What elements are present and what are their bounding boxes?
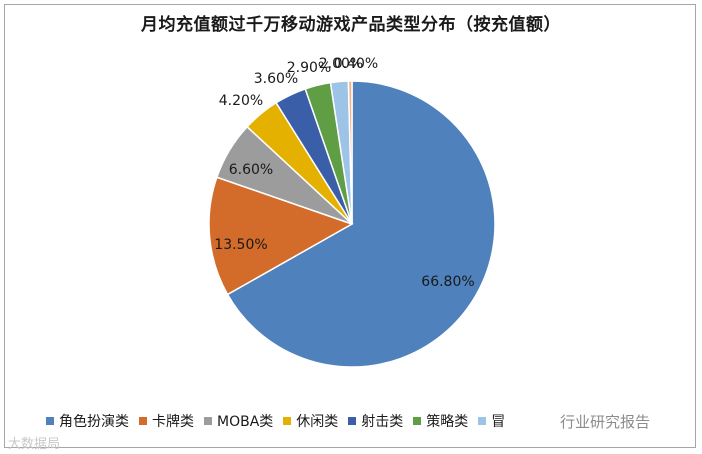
data-label: 4.20% (219, 93, 263, 109)
data-label: 2.00% (319, 56, 363, 72)
legend-item-adventure: 冒 (478, 411, 505, 431)
data-label: 0.40% (334, 56, 378, 72)
legend-label: 冒 (491, 414, 506, 430)
legend-label: 策略类 (426, 414, 469, 430)
legend-swatch (348, 417, 357, 425)
legend-label: 卡牌类 (152, 414, 194, 430)
watermark-right: 行业研究报告 (560, 414, 651, 431)
legend-item-shooter: 射击类 (348, 411, 403, 431)
legend-item-strategy: 策略类 (413, 411, 468, 431)
legend-swatch (413, 417, 422, 425)
chart-title: 月均充值额过千万移动游戏产品类型分布（按充值额） (141, 15, 561, 35)
legend-item-casual: 休闲类 (283, 411, 338, 431)
legend-swatch (139, 417, 147, 425)
data-label: 13.50% (214, 237, 267, 253)
legend: 角色扮演类 卡牌类 MOBA类 休闲类 射击类 策略类 冒 (46, 410, 505, 432)
pie-slice (347, 80, 353, 225)
pie-slice (208, 176, 354, 296)
legend-label: 角色扮演类 (59, 414, 129, 430)
legend-swatch (478, 417, 487, 425)
pie-slice (226, 80, 496, 368)
data-label: 2.90% (287, 60, 331, 76)
legend-swatch (204, 417, 212, 425)
legend-swatch (46, 417, 54, 425)
legend-label: MOBA类 (217, 414, 274, 430)
legend-item-card: 卡牌类 (139, 411, 194, 431)
data-label: 3.60% (254, 71, 298, 87)
data-label: 6.60% (229, 162, 273, 178)
watermark-left: 大数据局 (8, 436, 61, 451)
legend-label: 休闲类 (296, 414, 339, 430)
legend-swatch (283, 417, 292, 425)
legend-item-moba: MOBA类 (204, 411, 273, 431)
legend-item-role-play: 角色扮演类 (46, 411, 129, 431)
data-label: 66.80% (421, 274, 474, 290)
legend-label: 射击类 (361, 414, 404, 430)
